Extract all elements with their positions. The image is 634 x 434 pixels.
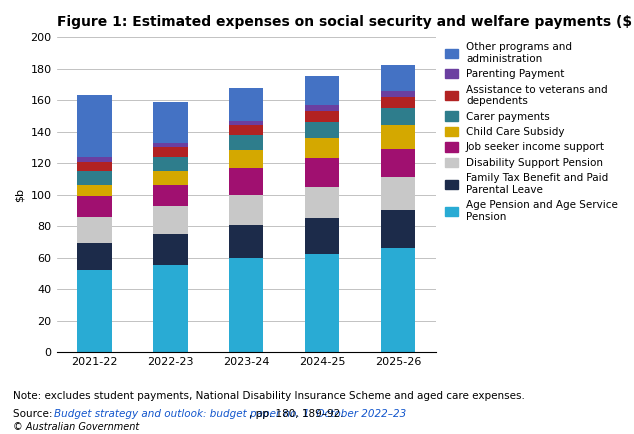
Text: Source:: Source: <box>13 409 55 419</box>
Bar <box>230 194 264 224</box>
Bar <box>77 243 112 270</box>
Bar <box>230 224 264 257</box>
Bar <box>305 138 339 158</box>
Bar <box>305 105 339 111</box>
Text: , pp. 180, 189–92.: , pp. 180, 189–92. <box>249 409 343 419</box>
Y-axis label: $b: $b <box>15 187 25 201</box>
Bar <box>77 185 112 196</box>
Bar <box>153 266 188 352</box>
Bar <box>230 168 264 194</box>
Bar <box>77 161 112 171</box>
Bar <box>381 177 415 210</box>
Bar <box>230 151 264 168</box>
Bar <box>153 206 188 234</box>
Bar <box>305 187 339 218</box>
Text: © Australian Government: © Australian Government <box>13 422 139 432</box>
Bar <box>230 88 264 121</box>
Bar <box>77 217 112 243</box>
Bar <box>381 97 415 108</box>
Bar <box>381 91 415 97</box>
Text: Note: excludes student payments, National Disability Insurance Scheme and aged c: Note: excludes student payments, Nationa… <box>13 391 524 401</box>
Bar <box>153 171 188 185</box>
Bar <box>230 135 264 151</box>
Bar <box>77 171 112 185</box>
Bar <box>230 125 264 135</box>
Bar <box>305 122 339 138</box>
Bar <box>77 157 112 161</box>
Bar <box>305 76 339 105</box>
Bar <box>153 185 188 206</box>
Bar <box>305 158 339 187</box>
Bar <box>230 121 264 125</box>
Bar <box>77 95 112 157</box>
Bar <box>381 149 415 177</box>
Bar <box>305 218 339 254</box>
Bar <box>381 125 415 149</box>
Bar <box>381 108 415 125</box>
Text: Budget strategy and outlook: budget paper no. 1: October 2022–23: Budget strategy and outlook: budget pape… <box>54 409 406 419</box>
Legend: Other programs and
administration, Parenting Payment, Assistance to veterans and: Other programs and administration, Paren… <box>445 43 618 221</box>
Bar <box>381 210 415 248</box>
Bar <box>230 257 264 352</box>
Bar <box>381 248 415 352</box>
Bar <box>153 102 188 143</box>
Bar <box>305 111 339 122</box>
Bar <box>77 196 112 217</box>
Bar <box>305 254 339 352</box>
Bar <box>153 147 188 157</box>
Bar <box>153 234 188 266</box>
Bar <box>153 143 188 147</box>
Bar <box>153 157 188 171</box>
Bar <box>381 66 415 91</box>
Bar <box>77 270 112 352</box>
Text: Figure 1: Estimated expenses on social security and welfare payments ($ billion): Figure 1: Estimated expenses on social s… <box>56 15 634 29</box>
